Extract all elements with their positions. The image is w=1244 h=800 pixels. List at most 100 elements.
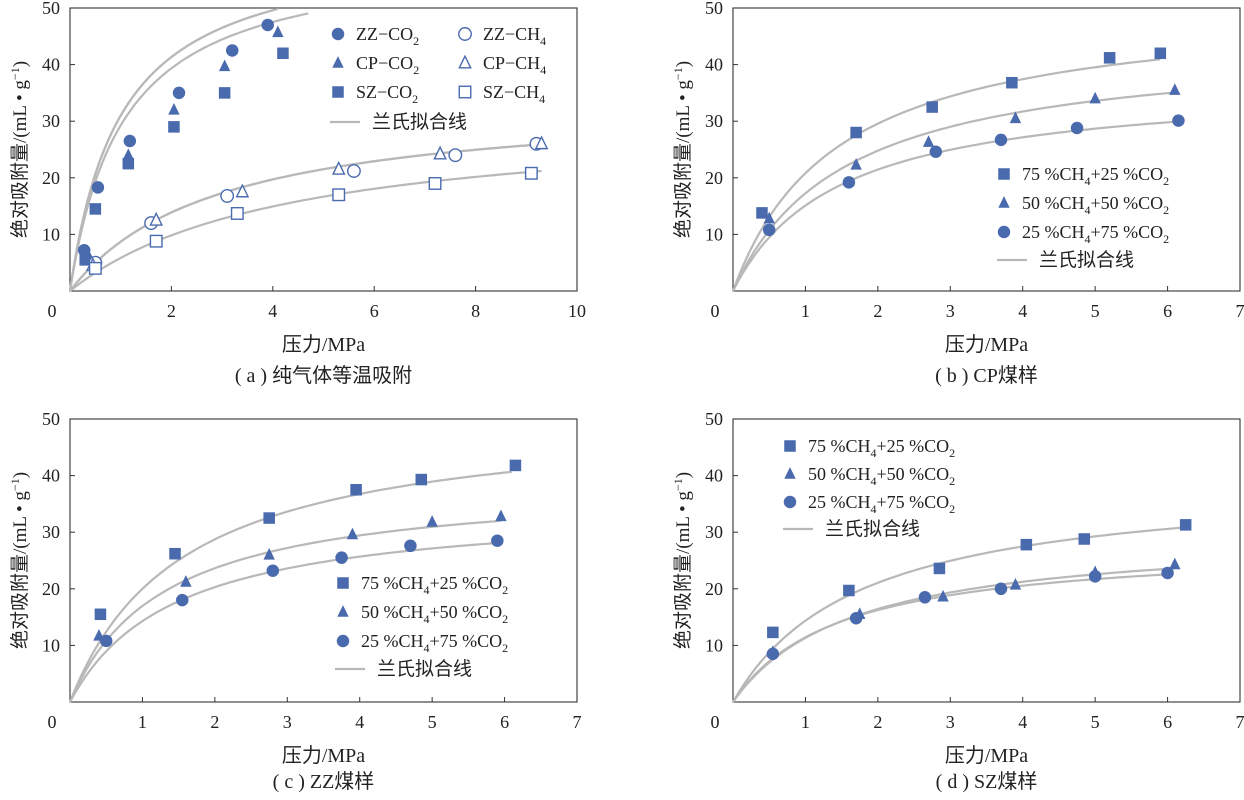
- y-tick-label: 30: [705, 522, 723, 542]
- x-tick-label: 0: [711, 301, 720, 321]
- panel-caption: ( d ) SZ煤样: [936, 770, 1038, 793]
- data-point-s5: [332, 188, 346, 202]
- legend-marker: [337, 577, 349, 589]
- data-point-s2: [99, 634, 113, 648]
- legend-label: ZZ−CO2: [356, 24, 419, 48]
- data-point-s1: [263, 548, 275, 560]
- data-point-s2: [168, 121, 180, 133]
- data-point-s2: [1070, 121, 1084, 135]
- data-point-s2: [277, 47, 289, 60]
- x-axis-label: 压力/MPa: [945, 744, 1028, 767]
- y-tick-label: 50: [42, 409, 60, 429]
- legend-label-name: SZ−CH: [483, 82, 539, 102]
- x-tick-label: 5: [428, 712, 437, 732]
- data-point-s0: [123, 134, 137, 148]
- chart-panel-b: 0 1 2 3 4 5 6 7 10 20 30 40 50 压力/MPa 绝对吸附量/(mL • g−1)…: [671, 0, 1244, 387]
- data-point-s0: [1020, 538, 1033, 551]
- y-axis-label-sup: −1: [8, 67, 22, 80]
- x-tick-label: 6: [370, 301, 379, 321]
- legend-label: 50 %CH4+50 %CO2: [1022, 193, 1169, 217]
- legend-marker: [783, 495, 797, 509]
- legend-marker: [331, 27, 345, 41]
- plot-frame: [69, 7, 578, 292]
- legend-label-sub: 4: [871, 502, 877, 516]
- legend-label: 50 %CH4+50 %CO2: [361, 602, 508, 626]
- data-point-s1: [763, 211, 775, 224]
- legend-fit-label: 兰氏拟合线: [377, 658, 472, 680]
- y-tick-label: 50: [705, 409, 723, 429]
- data-point-s5: [149, 234, 163, 248]
- panel-caption: ( a ) 纯气体等温吸附: [235, 364, 412, 387]
- data-point-s2: [335, 551, 348, 564]
- x-tick-label: 10: [568, 301, 586, 321]
- data-point-s2: [994, 582, 1008, 596]
- legend-label-sub2: 2: [949, 446, 955, 460]
- data-point-s0: [1179, 519, 1192, 531]
- data-point-s0: [1103, 52, 1116, 64]
- legend-label: 25 %CH4+75 %CO2: [1022, 222, 1169, 246]
- y-axis-label-main: 绝对吸附量/(mL • g: [9, 80, 31, 238]
- x-tick-label: 6: [1163, 301, 1172, 321]
- x-tick-label: 3: [946, 301, 955, 321]
- x-axis-label: 压力/MPa: [282, 744, 365, 767]
- fit-line-2: [69, 541, 498, 703]
- data-point-s2: [1088, 570, 1102, 583]
- fit-line-5: [69, 169, 542, 292]
- data-point-s1: [1009, 577, 1022, 590]
- data-point-s4: [149, 211, 164, 226]
- x-tick-label: 4: [1018, 712, 1027, 732]
- data-point-s0: [756, 207, 768, 219]
- data-point-s0: [933, 562, 946, 575]
- data-point-s5: [88, 261, 102, 275]
- legend-label-sub: 4: [871, 474, 877, 488]
- data-point-s5: [524, 166, 538, 180]
- chart-panel-d: 0 1 2 3 4 5 6 7 10 20 30 40 50 压力/MPa 绝对吸附量/(mL • g−1)…: [671, 409, 1244, 793]
- legend-label-sub: 4: [1085, 203, 1091, 217]
- legend-label-sub: 4: [540, 63, 546, 77]
- data-point-s5: [428, 176, 442, 190]
- y-tick-label: 10: [42, 224, 60, 244]
- x-tick-label: 8: [471, 301, 480, 321]
- data-point-s0: [1078, 533, 1091, 545]
- data-point-s0: [415, 473, 428, 486]
- data-point-s2: [929, 145, 943, 159]
- legend-marker: [337, 605, 349, 617]
- legend-label-tail: +25 %CO: [1091, 164, 1164, 184]
- legend-label: 25 %CH4+75 %CO2: [808, 492, 955, 516]
- legend-label-name: 75 %CH: [808, 436, 871, 456]
- legend-marker: [458, 27, 472, 41]
- x-tick-label: 1: [138, 712, 147, 732]
- legend-label-tail: +25 %CO: [877, 436, 950, 456]
- legend-label-sub2: 2: [1163, 203, 1169, 217]
- legend-label-name: 50 %CH: [361, 602, 424, 622]
- legend-marker: [784, 440, 796, 452]
- y-axis-label-sup: −1: [8, 478, 22, 491]
- data-point-s0: [91, 181, 105, 194]
- y-tick-label: 30: [705, 111, 723, 131]
- fit-line-1: [68, 519, 502, 703]
- x-axis-label: 压力/MPa: [945, 333, 1028, 356]
- legend-label-name: CP−CH: [483, 53, 540, 73]
- legend-marker: [332, 56, 344, 68]
- fit-line-3: [69, 143, 537, 292]
- y-axis-label-main: 绝对吸附量/(mL • g: [672, 491, 694, 649]
- data-point-s0: [261, 18, 274, 32]
- x-tick-label: 4: [268, 301, 277, 321]
- legend-label-sub: 4: [539, 92, 545, 106]
- legend-label-sub2: 2: [1163, 232, 1169, 246]
- data-point-s1: [426, 515, 438, 527]
- data-point-s1: [168, 103, 180, 115]
- legend-label-sub: 4: [1085, 174, 1091, 188]
- fit-line-1: [68, 7, 279, 292]
- y-tick-label: 30: [42, 522, 60, 542]
- legend-label-sub: 4: [424, 583, 430, 597]
- data-point-s0: [850, 126, 862, 139]
- data-point-s2: [842, 176, 856, 189]
- data-point-s1: [1009, 111, 1022, 124]
- legend-label: CP−CH4: [483, 53, 546, 77]
- legend-marker: [332, 86, 344, 98]
- y-axis-label-tail: ): [10, 61, 31, 67]
- legend-fit-label: 兰氏拟合线: [372, 111, 467, 133]
